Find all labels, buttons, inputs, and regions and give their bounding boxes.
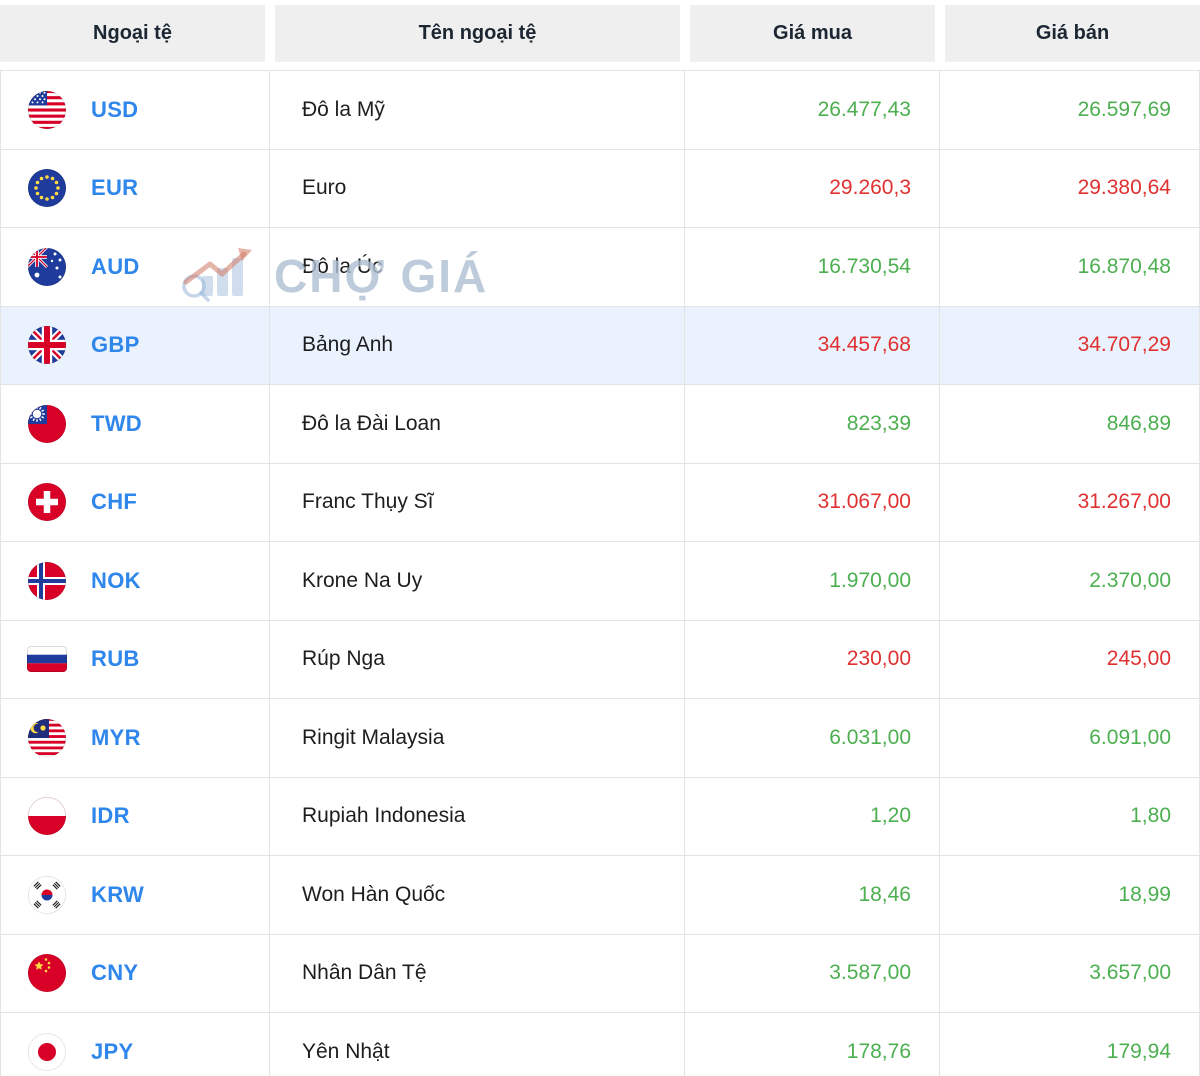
currency-name: Đô la Mỹ [270, 71, 685, 149]
currency-name: Yên Nhật [270, 1013, 685, 1076]
currency-name: Won Hàn Quốc [270, 856, 685, 934]
currency-code[interactable]: JPY [91, 1038, 134, 1064]
currency-cell: NOK [0, 542, 270, 620]
currency-code[interactable]: IDR [91, 803, 130, 829]
currency-row-idr[interactable]: IDR Rupiah Indonesia 1,20 1,80 [0, 777, 1200, 856]
column-header-buy-price: Giá mua [690, 5, 935, 62]
currency-name: Krone Na Uy [270, 542, 685, 620]
currency-code[interactable]: NOK [91, 567, 141, 593]
eur-flag-icon [27, 168, 67, 208]
currency-cell: AUD [0, 228, 270, 306]
currency-row-eur[interactable]: EUR Euro 29.260,3 29.380,64 [0, 149, 1200, 228]
currency-cell: CHF [0, 463, 270, 541]
sell-price: 179,94 [940, 1013, 1200, 1076]
sell-price: 29.380,64 [940, 149, 1200, 227]
column-header-sell-price: Giá bán [945, 5, 1200, 62]
usd-flag-icon [27, 90, 67, 130]
myr-flag-icon [27, 718, 67, 758]
currency-cell: RUB [0, 620, 270, 698]
sell-price: 1,80 [940, 777, 1200, 855]
jpy-flag-icon [27, 1032, 67, 1072]
currency-row-twd[interactable]: TWD Đô la Đài Loan 823,39 846,89 [0, 385, 1200, 464]
buy-price: 178,76 [685, 1013, 940, 1076]
buy-price: 34.457,68 [685, 306, 940, 384]
sell-price: 16.870,48 [940, 228, 1200, 306]
currency-code[interactable]: RUB [91, 646, 140, 672]
sell-price: 846,89 [940, 385, 1200, 463]
buy-price: 823,39 [685, 385, 940, 463]
currency-code[interactable]: MYR [91, 724, 141, 750]
currency-name: Nhân Dân Tệ [270, 934, 685, 1012]
sell-price: 34.707,29 [940, 306, 1200, 384]
currency-name: Franc Thụy Sĩ [270, 463, 685, 541]
currency-name: Rupiah Indonesia [270, 777, 685, 855]
currency-row-jpy[interactable]: JPY Yên Nhật 178,76 179,94 [0, 1013, 1200, 1076]
twd-flag-icon [27, 404, 67, 444]
sell-price: 6.091,00 [940, 699, 1200, 777]
buy-price: 29.260,3 [685, 149, 940, 227]
buy-price: 1,20 [685, 777, 940, 855]
currency-cell: JPY [0, 1013, 270, 1076]
table-body: USD Đô la Mỹ 26.477,43 26.597,69 EUR Euro 29.2… [0, 70, 1200, 1076]
currency-code[interactable]: KRW [91, 881, 145, 907]
rub-flag-icon [27, 639, 67, 679]
buy-price: 26.477,43 [685, 71, 940, 149]
currency-name: Đô la Úc [270, 228, 685, 306]
currency-code[interactable]: AUD [91, 253, 140, 279]
nok-flag-icon [27, 561, 67, 601]
currency-code[interactable]: TWD [91, 410, 142, 436]
currency-cell: EUR [0, 149, 270, 227]
buy-price: 16.730,54 [685, 228, 940, 306]
currency-row-krw[interactable]: KRW Won Hàn Quốc 18,46 18,99 [0, 856, 1200, 935]
currency-cell: IDR [0, 777, 270, 855]
currency-code[interactable]: USD [91, 96, 139, 122]
currency-code[interactable]: CNY [91, 960, 139, 986]
sell-price: 3.657,00 [940, 934, 1200, 1012]
sell-price: 26.597,69 [940, 71, 1200, 149]
currency-row-usd[interactable]: USD Đô la Mỹ 26.477,43 26.597,69 [0, 70, 1200, 150]
currency-cell: GBP [0, 306, 270, 384]
sell-price: 31.267,00 [940, 463, 1200, 541]
currency-cell: USD [0, 71, 270, 149]
sell-price: 18,99 [940, 856, 1200, 934]
currency-name: Đô la Đài Loan [270, 385, 685, 463]
buy-price: 18,46 [685, 856, 940, 934]
currency-cell: KRW [0, 856, 270, 934]
currency-code[interactable]: CHF [91, 489, 138, 515]
currency-row-nok[interactable]: NOK Krone Na Uy 1.970,00 2.370,00 [0, 542, 1200, 621]
currency-row-myr[interactable]: MYR Ringit Malaysia 6.031,00 6.091,00 [0, 699, 1200, 778]
buy-price: 3.587,00 [685, 934, 940, 1012]
buy-price: 31.067,00 [685, 463, 940, 541]
currency-row-aud[interactable]: AUD Đô la Úc 16.730,54 16.870,48 [0, 228, 1200, 307]
table-header: Ngoại tệ Tên ngoại tệ Giá mua Giá bán [0, 5, 1200, 62]
currency-name: Ringit Malaysia [270, 699, 685, 777]
currency-row-gbp[interactable]: GBP Bảng Anh 34.457,68 34.707,29 [0, 306, 1200, 385]
buy-price: 230,00 [685, 620, 940, 698]
column-header-currency: Ngoại tệ [0, 5, 265, 62]
currency-cell: CNY [0, 934, 270, 1012]
currency-code[interactable]: EUR [91, 175, 139, 201]
sell-price: 2.370,00 [940, 542, 1200, 620]
gbp-flag-icon [27, 325, 67, 365]
aud-flag-icon [27, 247, 67, 287]
currency-name: Rúp Nga [270, 620, 685, 698]
buy-price: 1.970,00 [685, 542, 940, 620]
currency-row-chf[interactable]: CHF Franc Thụy Sĩ 31.067,00 31.267,00 [0, 463, 1200, 542]
currency-name: Euro [270, 149, 685, 227]
column-header-currency-name: Tên ngoại tệ [275, 5, 680, 62]
cny-flag-icon [27, 953, 67, 993]
currency-row-cny[interactable]: CNY Nhân Dân Tệ 3.587,00 3.657,00 [0, 934, 1200, 1013]
sell-price: 245,00 [940, 620, 1200, 698]
currency-row-rub[interactable]: RUB Rúp Nga 230,00 245,00 [0, 620, 1200, 699]
currency-cell: MYR [0, 699, 270, 777]
idr-flag-icon [27, 796, 67, 836]
chf-flag-icon [27, 482, 67, 522]
buy-price: 6.031,00 [685, 699, 940, 777]
currency-name: Bảng Anh [270, 306, 685, 384]
krw-flag-icon [27, 875, 67, 915]
currency-code[interactable]: GBP [91, 332, 140, 358]
currency-cell: TWD [0, 385, 270, 463]
